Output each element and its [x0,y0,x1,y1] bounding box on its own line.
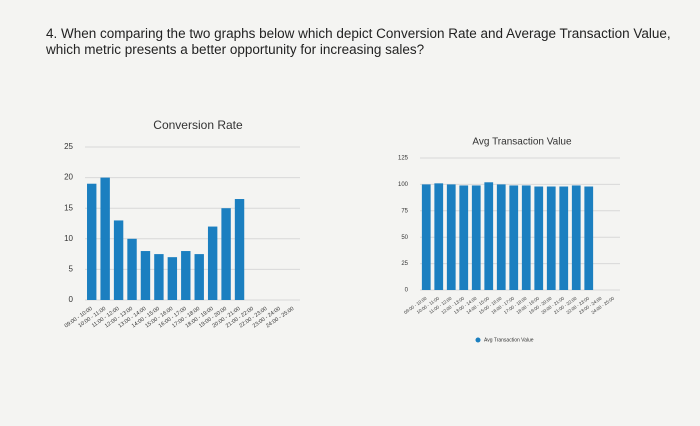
bar [509,185,519,290]
y-tick-label: 0 [405,288,409,294]
bar [571,185,581,290]
y-tick-label: 25 [64,142,73,151]
bar [559,186,569,290]
y-tick-label: 5 [69,265,74,274]
y-tick-label: 0 [69,295,74,304]
bar [140,251,151,300]
bar [459,185,469,290]
y-tick-label: 25 [401,261,408,267]
bar [154,254,164,300]
y-tick-label: 50 [401,235,408,241]
bar [87,183,97,300]
legend-label: Avg Transaction Value [484,337,534,343]
bar [434,183,444,290]
bar [234,199,245,300]
bar [546,186,556,290]
bar [221,208,231,300]
y-tick-label: 100 [398,182,409,188]
bar [446,184,456,290]
bar [496,184,506,290]
bar [167,257,178,300]
bar [194,254,204,300]
bar [534,186,544,290]
chart-title: Conversion Rate [153,118,243,132]
y-tick-label: 10 [64,234,73,243]
bar [521,185,531,290]
y-tick-label: 15 [64,203,73,212]
chart-title: Avg Transaction Value [472,137,572,148]
bar [127,238,137,300]
bar [584,186,594,290]
question: 4. When comparing the two graphs below w… [46,26,671,57]
bar [421,184,431,290]
bar [471,185,481,290]
y-tick-label: 125 [398,156,409,162]
y-tick-label: 75 [401,208,408,214]
bar [113,220,124,300]
bar [100,177,110,300]
legend-marker [475,337,481,343]
bar [181,251,191,300]
bar [484,182,494,290]
bar [207,226,218,300]
y-tick-label: 20 [64,173,73,182]
